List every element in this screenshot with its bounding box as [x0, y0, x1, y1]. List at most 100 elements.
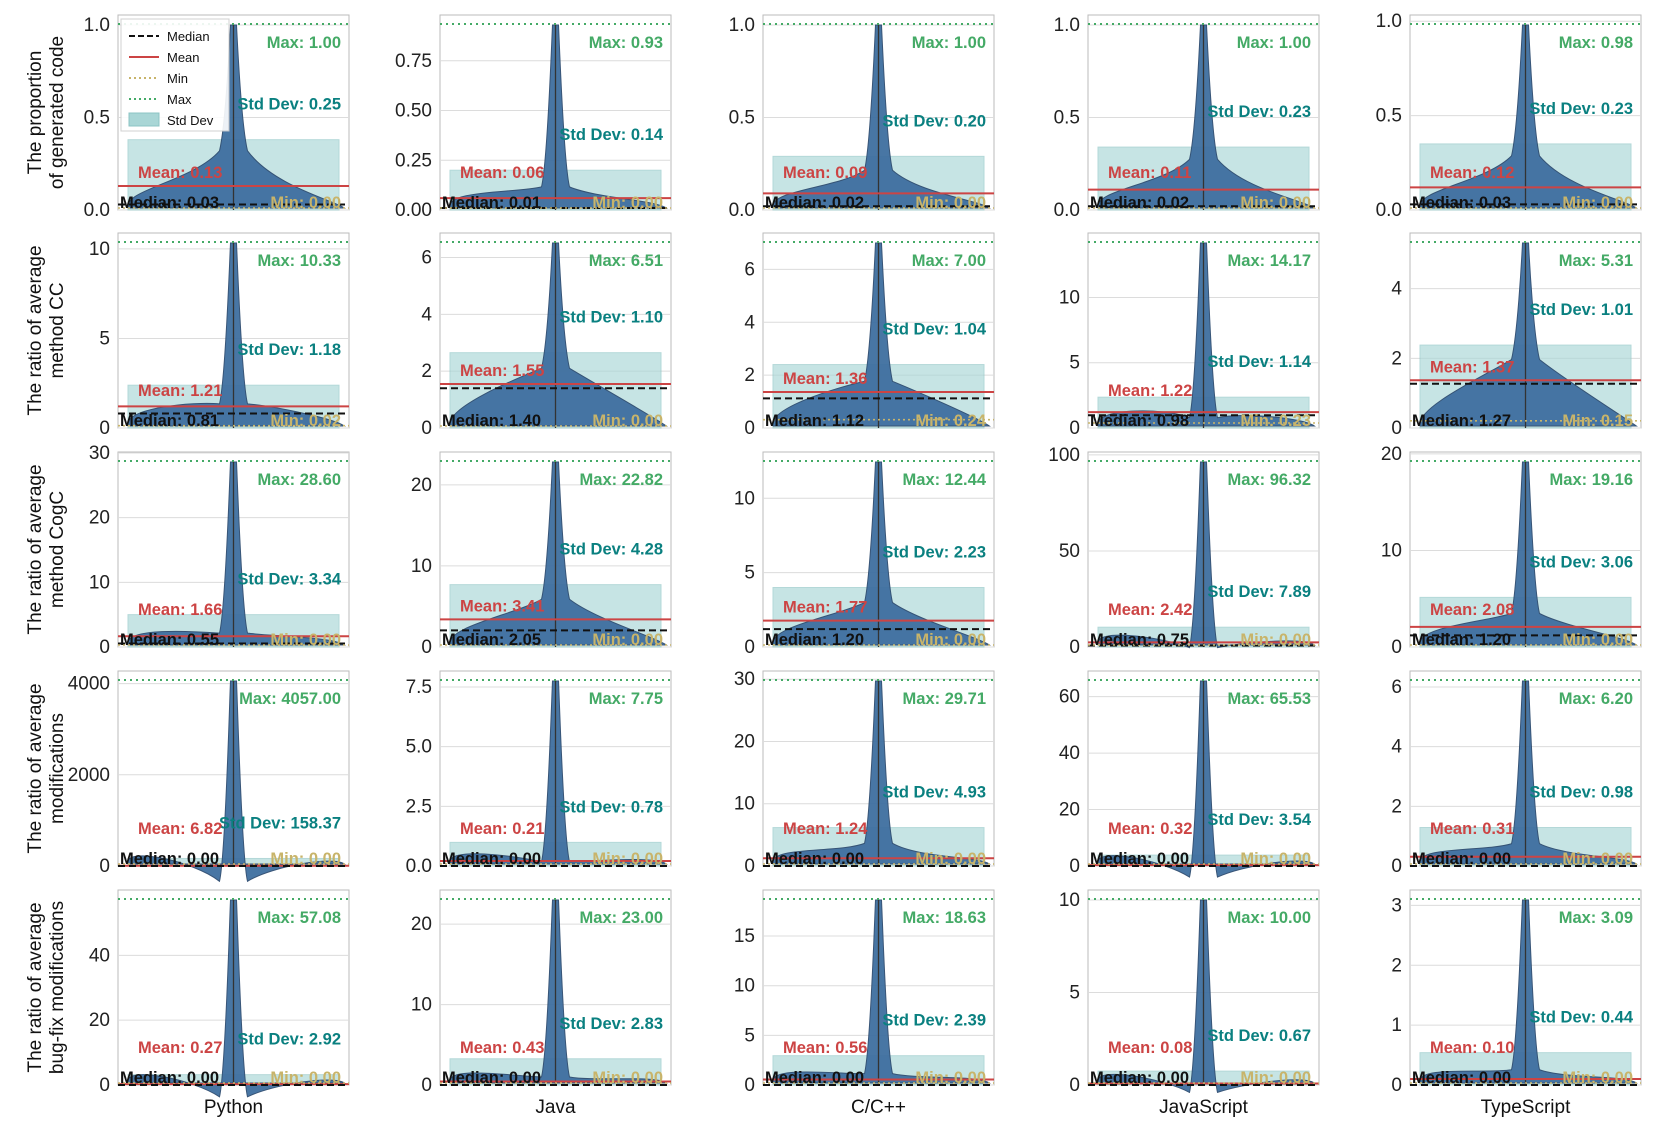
min-label: Min: 0.00 [592, 1069, 663, 1087]
y-tick-label: 0 [1391, 1075, 1402, 1096]
y-tick-label: 20 [1059, 800, 1080, 821]
y-tick-label: 0 [744, 418, 755, 439]
y-tick-label: 0.75 [395, 51, 432, 72]
y-tick-label: 0.5 [84, 108, 110, 129]
y-tick-label: 40 [89, 945, 110, 966]
std-label: Std Dev: 3.06 [1529, 553, 1633, 571]
y-tick-label: 0 [744, 856, 755, 877]
y-tick-label: 20 [89, 508, 110, 529]
max-label: Max: 96.32 [1228, 471, 1311, 489]
y-tick-label: 1.0 [84, 15, 110, 36]
y-tick-label: 2.5 [406, 796, 432, 817]
row-ylabel: The ratio of averagemethod CC [25, 245, 68, 415]
median-label: Median: 0.00 [1090, 850, 1189, 868]
violin-panel: 0 10 20 Max: 23.00 Std Dev: 2.83 Mean: 0.43 Me… [411, 889, 672, 1096]
min-label: Min: 0.00 [1562, 1069, 1633, 1087]
mean-label: Mean: 0.43 [460, 1039, 544, 1057]
std-label: Std Dev: 3.54 [1207, 811, 1311, 829]
min-label: Min: 0.00 [270, 194, 341, 212]
violin-panel: 0 2 4 6 Max: 7.00 Std Dev: 1.04 Mean: 1.36 Medi… [744, 232, 995, 439]
violin-body [449, 680, 668, 865]
median-label: Median: 0.00 [765, 1069, 864, 1087]
max-label: Max: 10.33 [258, 252, 341, 270]
violin-panel: 0 20 40 60 Max: 65.53 Std Dev: 3.54 Mean: 0.32… [1059, 670, 1320, 878]
violin-panel: 0 10 20 Max: 19.16 Std Dev: 3.06 Mean: 2.08 Me… [1381, 444, 1642, 658]
max-label: Max: 23.00 [580, 909, 663, 927]
y-tick-label: 0 [1069, 418, 1080, 439]
y-tick-label: 10 [734, 794, 755, 815]
y-tick-label: 5 [1069, 353, 1080, 374]
row-ylabel-line: of generated code [47, 36, 68, 189]
y-tick-label: 0.5 [1376, 106, 1402, 127]
y-tick-label: 0.0 [1054, 200, 1080, 221]
std-label: Std Dev: 4.28 [559, 541, 663, 559]
y-tick-label: 40 [1059, 743, 1080, 764]
mean-label: Mean: 0.56 [783, 1039, 867, 1057]
row-ylabel-line: bug-fix modifications [47, 901, 68, 1074]
median-label: Median: 0.98 [1090, 412, 1189, 430]
y-tick-label: 0 [421, 637, 432, 658]
y-tick-label: 10 [89, 572, 110, 593]
violin-body [1419, 24, 1638, 209]
y-tick-label: 1.0 [729, 15, 755, 36]
max-label: Max: 4057.00 [239, 690, 341, 708]
std-label: Std Dev: 0.44 [1529, 1009, 1633, 1027]
violin-body [127, 899, 346, 1098]
y-tick-label: 4 [744, 312, 755, 333]
min-label: Min: 0.00 [592, 850, 663, 868]
mean-label: Mean: 0.12 [1430, 164, 1514, 182]
y-tick-label: 0.00 [395, 200, 432, 221]
y-tick-label: 6 [1391, 677, 1402, 698]
min-label: Min: 0.15 [1562, 412, 1633, 430]
std-label: Std Dev: 2.83 [559, 1015, 663, 1033]
violin-panel: 0 10 20 30 Max: 29.71 Std Dev: 4.93 Mean: 1.24… [734, 669, 995, 877]
median-label: Median: 1.12 [765, 412, 864, 430]
y-tick-label: 5.0 [406, 737, 432, 758]
min-label: Min: 0.23 [1240, 412, 1311, 430]
y-tick-label: 0 [1391, 637, 1402, 658]
std-label: Std Dev: 3.34 [237, 571, 341, 589]
median-label: Median: 0.00 [442, 850, 541, 868]
median-label: Median: 0.00 [1090, 1069, 1189, 1087]
y-tick-label: 2 [744, 365, 755, 386]
max-label: Max: 19.16 [1550, 471, 1633, 489]
y-tick-label: 50 [1059, 541, 1080, 562]
std-label: Std Dev: 158.37 [219, 814, 341, 832]
max-label: Max: 22.82 [580, 471, 663, 489]
min-label: Min: 0.00 [592, 194, 663, 212]
y-tick-label: 0.0 [84, 200, 110, 221]
min-label: Min: 0.00 [915, 194, 986, 212]
min-label: Min: 0.00 [270, 850, 341, 868]
min-label: Min: 0.00 [1562, 194, 1633, 212]
max-label: Max: 0.98 [1559, 34, 1633, 52]
violin-panel: 0.0 0.5 1.0 Max: 0.98 Std Dev: 0.23 Mean: 0.1… [1376, 11, 1642, 221]
mean-label: Mean: 0.06 [460, 164, 544, 182]
y-tick-label: 0 [421, 418, 432, 439]
y-tick-label: 5 [99, 328, 110, 349]
median-label: Median: 0.01 [442, 194, 541, 212]
mean-label: Mean: 1.37 [1430, 358, 1514, 376]
y-tick-label: 2 [1391, 796, 1402, 817]
std-label: Std Dev: 0.23 [1529, 100, 1633, 118]
y-tick-label: 4000 [68, 674, 110, 695]
mean-label: Mean: 1.24 [783, 820, 868, 838]
max-label: Max: 10.00 [1228, 909, 1311, 927]
y-tick-label: 0 [99, 1075, 110, 1096]
violin-panel: 0 2 4 6 Max: 6.20 Std Dev: 0.98 Mean: 0.31 Medi… [1391, 670, 1642, 877]
mean-label: Mean: 6.82 [138, 820, 222, 838]
violin-panel: 0 10 20 30 Max: 28.60 Std Dev: 3.34 Mean: 1.66… [89, 443, 350, 658]
y-tick-label: 10 [1059, 287, 1080, 308]
median-label: Median: 0.00 [120, 1069, 219, 1087]
std-label: Std Dev: 0.98 [1529, 784, 1633, 802]
y-tick-label: 7.5 [406, 677, 432, 698]
y-tick-label: 0.50 [395, 101, 432, 122]
violin-body [1097, 242, 1316, 427]
max-label: Max: 0.93 [589, 34, 663, 52]
y-tick-label: 4 [1391, 279, 1402, 300]
violin-body [449, 242, 668, 427]
max-label: Max: 18.63 [903, 909, 986, 927]
max-label: Max: 7.75 [589, 690, 663, 708]
mean-label: Mean: 0.10 [1430, 1039, 1514, 1057]
max-label: Max: 1.00 [912, 34, 986, 52]
